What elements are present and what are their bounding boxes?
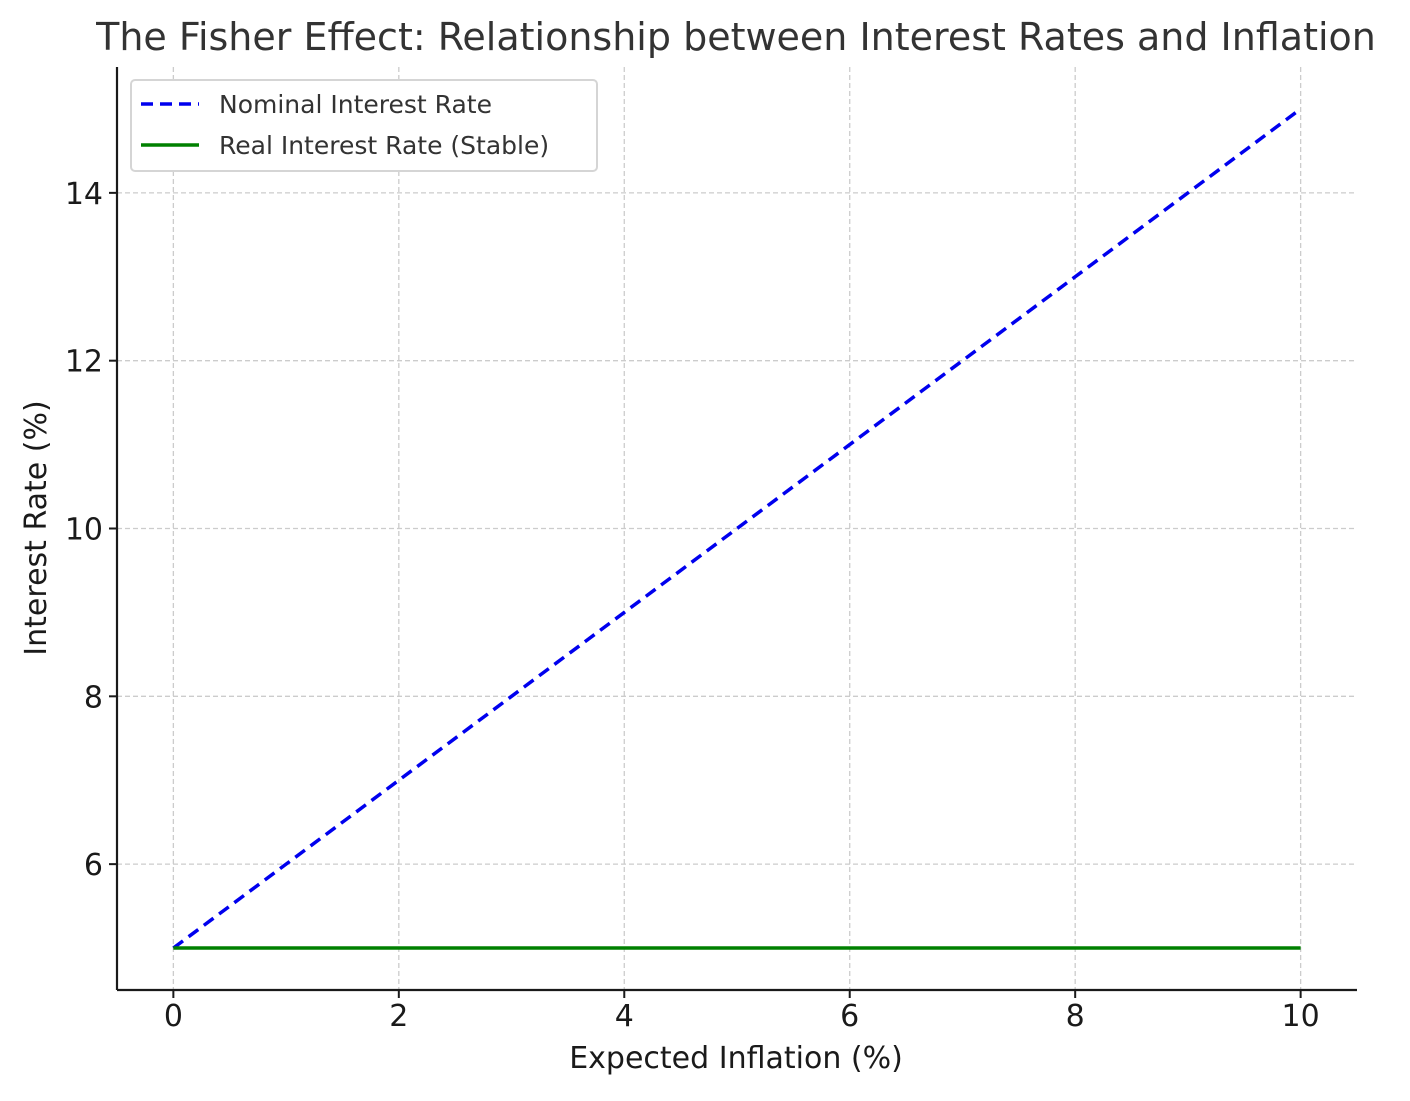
x-tick-label: 4 [615, 999, 634, 1034]
data-series [172, 107, 1302, 950]
legend-label-nominal: Nominal Interest Rate [219, 90, 492, 119]
tick-marks: 0 2 4 6 8 10 6 8 10 12 14 [65, 177, 1320, 1034]
x-tick-label: 8 [1066, 999, 1085, 1034]
x-axis-label: Expected Inflation (%) [569, 1041, 903, 1076]
x-tick-label: 10 [1282, 999, 1320, 1034]
y-tick-label: 10 [65, 513, 103, 548]
y-tick-label: 14 [65, 177, 103, 212]
x-tick-label: 6 [840, 999, 859, 1034]
legend-label-real: Real Interest Rate (Stable) [219, 131, 549, 160]
y-tick-label: 12 [65, 345, 103, 380]
legend: Nominal Interest Rate Real Interest Rate… [130, 79, 598, 172]
chart-title: The Fisher Effect: Relationship between … [95, 15, 1376, 59]
y-tick-label: 8 [84, 680, 103, 715]
y-tick-label: 6 [84, 848, 103, 883]
grid-lines [117, 67, 1357, 990]
series-line-nominal [172, 107, 1302, 950]
legend-box [130, 79, 598, 172]
y-axis-label: Interest Rate (%) [19, 400, 54, 655]
x-tick-label: 0 [164, 999, 183, 1034]
x-tick-label: 2 [389, 999, 408, 1034]
